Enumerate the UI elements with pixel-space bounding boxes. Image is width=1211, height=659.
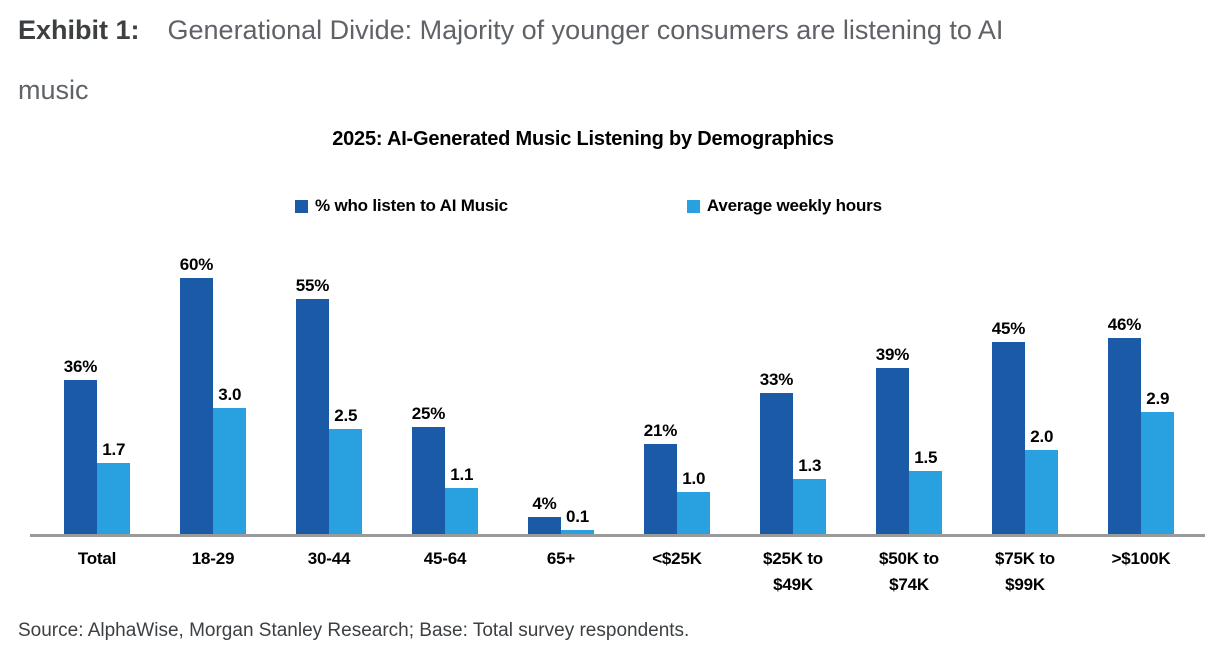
x-axis-label: Total (77, 549, 117, 568)
bar-group: 60% 3.0 (155, 255, 271, 534)
bar-unit-hours: 1.0 (677, 469, 711, 534)
x-axis-label: 18-29 (191, 549, 235, 568)
bar-group: 4% 0.1 (503, 494, 619, 534)
bar-value-label: 33% (759, 370, 794, 390)
x-axis-label: $25K to $49K (762, 549, 823, 594)
bar-value-label: 1.7 (102, 439, 126, 459)
bar-weekly-hours (909, 471, 943, 534)
bar-value-label: 4% (532, 493, 557, 513)
exhibit-title-continued: music (18, 75, 89, 105)
x-axis-label: 65+ (546, 549, 576, 568)
bar-weekly-hours (1141, 412, 1175, 534)
bar-percent-listeners (64, 380, 97, 534)
bar-value-label: 2.9 (1146, 389, 1170, 409)
bar-weekly-hours (793, 479, 827, 534)
bar-value-label: 39% (875, 344, 910, 364)
bar-percent-listeners (412, 427, 445, 534)
bar-weekly-hours (329, 429, 363, 534)
bar-percent-listeners (528, 516, 561, 534)
x-axis-label: <$25K (652, 549, 702, 568)
x-axis-label: 30-44 (307, 549, 351, 568)
bar-value-label: 60% (179, 255, 214, 274)
bar-group: 36% 1.7 (39, 357, 155, 534)
bar-percent-listeners (296, 299, 329, 534)
bar-unit-hours: 2.9 (1141, 389, 1175, 534)
bar-unit-hours: 1.5 (909, 448, 943, 534)
bar-value-label: 46% (1107, 314, 1142, 334)
bar-unit-hours: 1.3 (793, 456, 827, 534)
bar-percent-listeners (876, 367, 909, 534)
bar-unit-hours: 2.0 (1025, 427, 1059, 534)
bar-value-label: 55% (295, 276, 330, 296)
bar-value-label: 21% (643, 421, 678, 441)
bar-value-label: 36% (63, 357, 98, 377)
bar-unit-percent: 36% (64, 357, 97, 534)
dark-blue-swatch-icon (295, 199, 308, 213)
bar-percent-listeners (760, 393, 793, 534)
bar-value-label: 25% (411, 404, 446, 424)
exhibit-title: Generational Divide: Majority of younger… (167, 15, 1004, 45)
bar-unit-percent: 45% (992, 319, 1025, 534)
bar-weekly-hours (561, 529, 594, 534)
legend: % who listen to AI Music Average weekly … (295, 196, 882, 216)
bar-percent-listeners (644, 444, 677, 534)
bar-weekly-hours (1025, 450, 1059, 534)
bar-unit-percent: 4% (528, 494, 561, 534)
bar-percent-listeners (180, 278, 213, 534)
bar-value-label: 1.0 (682, 469, 706, 488)
bar-group: 46% 2.9 (1083, 315, 1199, 534)
exhibit-header-line2: music (18, 60, 1198, 120)
bar-weekly-hours (677, 492, 711, 534)
bar-unit-hours: 2.5 (329, 406, 363, 534)
light-blue-swatch-icon (686, 199, 700, 213)
legend-label-weekly-hours: Average weekly hours (706, 196, 882, 215)
plot-area: 36% 1.7 60% 3.0 55% 2.5 25% 1.1 4% 0.1 21% 1.0 33% 1.… (30, 230, 1205, 537)
bar-value-label: 3.0 (218, 385, 242, 404)
bar-unit-hours: 0.1 (561, 507, 594, 534)
bar-weekly-hours (213, 408, 247, 534)
bar-group: 55% 2.5 (271, 276, 387, 534)
x-axis: Total 18-29 30-44 45-64 65+ <$25K $25K to $49K… (30, 546, 1205, 598)
x-axis-label: $50K to $74K (878, 549, 939, 594)
source-note: Source: AlphaWise, Morgan Stanley Resear… (18, 620, 690, 641)
exhibit-label: Exhibit 1: (18, 15, 140, 45)
legend-item-percent-listeners: % who listen to AI Music (295, 196, 508, 216)
bar-percent-listeners (1108, 337, 1141, 534)
bar-value-label: 2.5 (334, 406, 358, 425)
x-axis-label: 45-64 (423, 549, 467, 568)
bar-value-label: 1.1 (450, 464, 474, 484)
bar-value-label: 45% (991, 319, 1026, 338)
bar-weekly-hours (97, 462, 131, 534)
x-axis-label: $75K to $99K (994, 549, 1055, 594)
bar-group: 45% 2.0 (967, 319, 1083, 534)
chart-title: 2025: AI-Generated Music Listening by De… (332, 128, 834, 150)
bar-unit-percent: 39% (876, 345, 909, 534)
bar-unit-percent: 25% (412, 404, 445, 534)
exhibit-header-line1: Exhibit 1: Generational Divide: Majority … (18, 0, 1198, 60)
bar-value-label: 2.0 (1030, 427, 1054, 446)
legend-item-weekly-hours: Average weekly hours (686, 196, 882, 216)
bar-group: 21% 1.0 (619, 421, 735, 534)
exhibit-header: Exhibit 1: Generational Divide: Majority … (18, 0, 1198, 120)
bar-weekly-hours (445, 487, 479, 534)
bar-unit-percent: 33% (760, 370, 793, 534)
bar-unit-hours: 1.1 (445, 464, 479, 534)
bar-unit-hours: 1.7 (97, 439, 131, 534)
bar-unit-hours: 3.0 (213, 385, 247, 534)
x-axis-label: >$100K (1111, 549, 1171, 568)
bar-value-label: 1.3 (798, 456, 822, 476)
legend-label-percent-listeners: % who listen to AI Music (315, 196, 508, 215)
bar-group: 33% 1.3 (735, 370, 851, 534)
bar-value-label: 0.1 (565, 506, 590, 526)
bar-group: 39% 1.5 (851, 345, 967, 534)
bar-unit-percent: 46% (1108, 315, 1141, 534)
bar-value-label: 1.5 (914, 448, 938, 467)
bar-group: 25% 1.1 (387, 404, 503, 534)
bar-percent-listeners (992, 342, 1025, 534)
bar-unit-percent: 55% (296, 276, 329, 534)
bar-unit-percent: 21% (644, 421, 677, 534)
bar-unit-percent: 60% (180, 255, 213, 534)
